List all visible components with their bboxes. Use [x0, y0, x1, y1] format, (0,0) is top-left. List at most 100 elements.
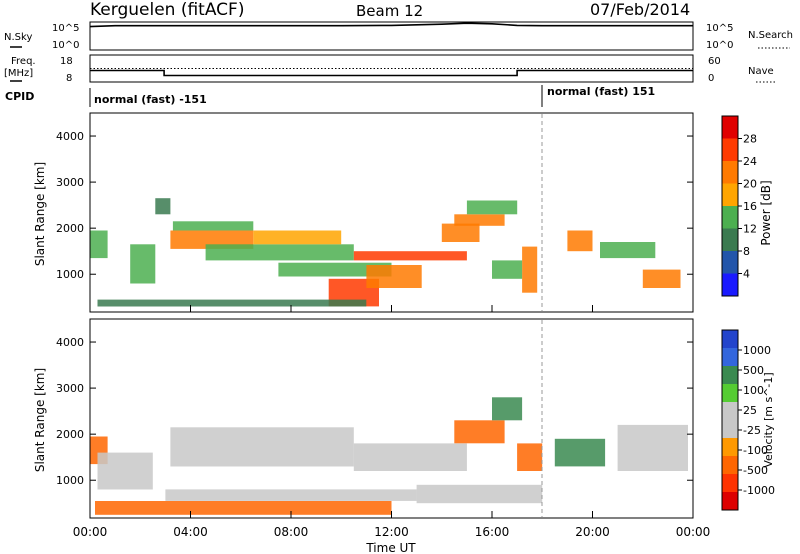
- nsky-panel-frame: [89, 21, 694, 51]
- power-colorbar-swatch-6: [722, 138, 738, 161]
- data-band-4: [172, 221, 254, 231]
- x-tick-label-2: 08:00: [274, 525, 309, 539]
- cpid-mode-1: normal (fast) -151: [94, 93, 207, 106]
- power-colorbar-swatch-1: [722, 251, 738, 274]
- power-colorbar-tick-label-3: 16: [743, 200, 757, 213]
- x-tick-labels: 00:00 04:00 08:00 12:00 16:00 20:00 00:00: [73, 525, 711, 539]
- x-tick-label-1: 04:00: [173, 525, 208, 539]
- data-band-1: [97, 452, 153, 490]
- station-title: Kerguelen (fitACF): [90, 0, 244, 20]
- velocity-colorbar-swatch-2: [722, 456, 738, 474]
- x-tick-label-6: 00:00: [676, 525, 711, 539]
- velocity-colorbar: -1000 -500 -100 -25 25 100 500 1000: [721, 329, 775, 511]
- data-band-11: [416, 484, 543, 504]
- nsky-tick-bottom: 10^0: [52, 40, 79, 51]
- y-tick-label-0: 1000: [56, 268, 84, 281]
- freq-label-1: Freq.: [11, 56, 36, 67]
- data-band-11: [466, 200, 518, 215]
- y-tick-label-2: 3000: [56, 382, 84, 395]
- velocity-colorbar-tick-label-2: -100: [743, 444, 768, 457]
- x-tick-label-4: 16:00: [475, 525, 510, 539]
- beam-title: Beam 12: [356, 2, 423, 20]
- data-band-3: [353, 443, 467, 471]
- x-tick-label-0: 00:00: [73, 525, 108, 539]
- data-band-13: [366, 265, 422, 288]
- velocity-colorbar-swatch-7: [722, 366, 738, 384]
- velocity-colorbar-swatch-3: [722, 438, 738, 456]
- nave-label: Nave: [748, 66, 774, 77]
- data-band-17: [600, 242, 656, 259]
- date-title: 07/Feb/2014: [590, 0, 690, 19]
- data-band-7: [278, 262, 392, 277]
- nsearch-tick-top: 10^5: [706, 23, 733, 34]
- y-tick-label-1: 2000: [56, 222, 84, 235]
- power-colorbar-tick-label-1: 8: [743, 245, 750, 258]
- power-colorbar-swatch-7: [722, 116, 738, 139]
- data-band-9: [95, 501, 392, 515]
- data-band-8: [617, 424, 688, 471]
- data-band-6: [253, 230, 342, 245]
- data-band-1: [130, 244, 156, 284]
- x-tick-label-5: 20:00: [575, 525, 610, 539]
- velocity-colorbar-swatch-1: [722, 474, 738, 492]
- data-band-0: [90, 230, 108, 259]
- data-band-8: [353, 251, 467, 261]
- power-colorbar-swatch-0: [722, 273, 738, 296]
- x-axis-label: Time UT: [365, 541, 416, 554]
- data-band-16: [567, 230, 593, 252]
- power-colorbar-swatch-4: [722, 183, 738, 206]
- velocity-colorbar-label: Velocity [m s^-1]: [762, 372, 775, 467]
- velocity-colorbar-swatch-5: [722, 402, 738, 420]
- power-colorbar: 4 8 12 16 20 24 28: [721, 115, 757, 297]
- data-band-10: [454, 214, 505, 226]
- data-band-19: [492, 260, 523, 279]
- velocity-colorbar-frame: [721, 329, 739, 511]
- y-tick-label-3: 4000: [56, 336, 84, 349]
- data-band-5: [205, 244, 354, 261]
- freq-tick-bottom: 8: [66, 73, 72, 84]
- data-band-6: [517, 443, 543, 471]
- freq-label-2: [MHz]: [4, 68, 33, 79]
- freq-series-line: [90, 69, 693, 77]
- nsky-label: N.Sky: [4, 32, 32, 43]
- velocity-colorbar-swatch-8: [722, 348, 738, 366]
- power-colorbar-tick-label-4: 20: [743, 178, 757, 191]
- velocity-colorbar-tick-label-7: 1000: [743, 344, 771, 357]
- cpid-mode-2: normal (fast) 151: [547, 85, 655, 98]
- velocity-panel-frame: [89, 318, 694, 519]
- power-colorbar-tick-label-6: 28: [743, 133, 757, 146]
- nave-tick-top: 60: [708, 56, 721, 67]
- power-colorbar-swatch-3: [722, 206, 738, 229]
- x-tick-label-3: 12:00: [374, 525, 409, 539]
- nsky-tick-top: 10^5: [52, 23, 79, 34]
- data-band-2: [155, 198, 171, 215]
- cpid-label: CPID: [5, 90, 34, 103]
- velocity-colorbar-tick-label-3: -25: [743, 424, 761, 437]
- data-band-4: [454, 420, 505, 444]
- power-colorbar-tick-label-0: 4: [743, 268, 750, 281]
- y-tick-label-0: 1000: [56, 474, 84, 487]
- y-tick-label-1: 2000: [56, 428, 84, 441]
- velocity-colorbar-swatch-6: [722, 384, 738, 402]
- velocity-colorbar-tick-label-6: 500: [743, 364, 764, 377]
- velocity-colorbar-tick-label-5: 100: [743, 384, 764, 397]
- velocity-colorbar-swatch-0: [722, 492, 738, 510]
- power-colorbar-tick-label-2: 12: [743, 223, 757, 236]
- data-band-7: [554, 438, 606, 467]
- freq-tick-top: 18: [60, 56, 73, 67]
- velocity-colorbar-tick-label-1: -500: [743, 464, 768, 477]
- power-colorbar-swatch-5: [722, 161, 738, 184]
- power-colorbar-swatch-2: [722, 228, 738, 251]
- nsearch-tick-bottom: 10^0: [706, 40, 733, 51]
- data-band-18: [642, 269, 681, 288]
- y-tick-label-2: 3000: [56, 176, 84, 189]
- data-band-10: [165, 489, 417, 501]
- nave-tick-bottom: 0: [708, 73, 714, 84]
- nsky-series-line: [89, 22, 693, 28]
- power-colorbar-label: Power [dB]: [759, 180, 773, 245]
- velocity-axes: 1000 2000 3000 4000: [56, 336, 694, 518]
- velocity-heatmap: [90, 397, 688, 515]
- data-band-15: [522, 246, 538, 293]
- velocity-colorbar-tick-label-4: 25: [743, 404, 757, 417]
